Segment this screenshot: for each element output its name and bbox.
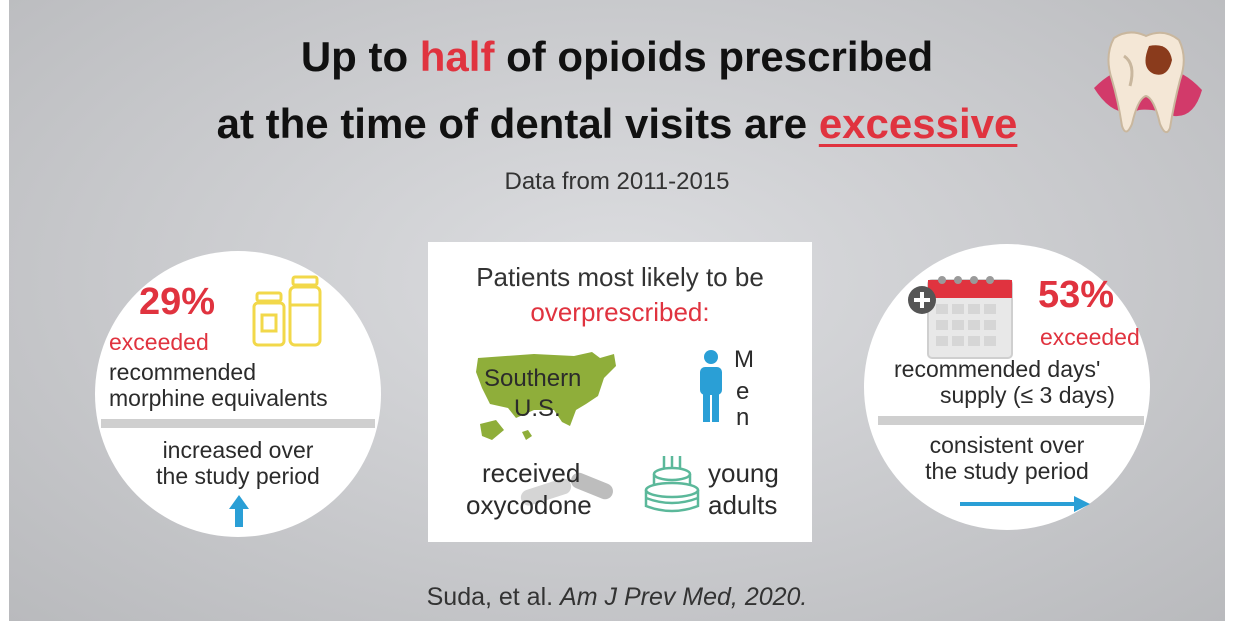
cake-icon — [644, 456, 700, 513]
right-stat-circle: 53% exceeded recommended days' supply (≤… — [864, 244, 1150, 530]
subtitle: Data from 2011-2015 — [504, 168, 730, 195]
title-line-1: Up to half of opioids prescribed — [300, 33, 934, 80]
left-stat-circle: 29% exceeded recommended morphine equiva… — [95, 251, 381, 537]
right-stat-percent: 53% — [1038, 274, 1115, 316]
title-line-2: at the time of dental visits are excessi… — [216, 100, 1018, 147]
right-trend-2: the study period — [925, 458, 1089, 484]
young-label-2: adults — [708, 490, 778, 520]
man-icon — [700, 350, 722, 422]
left-trend-2: the study period — [156, 463, 320, 489]
title-highlight-half: half — [419, 33, 495, 80]
oxy-label-1: received — [482, 458, 581, 488]
men-letter-2: e — [736, 378, 750, 405]
right-stat-desc-2: supply (≤ 3 days) — [940, 382, 1115, 408]
panel-heading: Patients most likely to be — [476, 262, 764, 292]
calendar-icon — [908, 276, 1013, 359]
left-stat-label: exceeded — [109, 329, 209, 355]
left-divider — [101, 419, 375, 428]
left-stat-desc-1: recommended — [109, 359, 257, 385]
tooth-icon — [1094, 31, 1202, 134]
citation: Suda, et al. Am J Prev Med, 2020. — [426, 583, 808, 611]
map-label-1: Southern — [484, 365, 582, 392]
men-letter-3: n — [736, 404, 750, 431]
up-arrow-icon — [229, 495, 249, 527]
right-divider — [878, 416, 1144, 425]
left-trend-1: increased over — [162, 437, 314, 463]
left-stat-desc-2: morphine equivalents — [109, 385, 328, 411]
panel-heading-red: overprescribed: — [530, 297, 710, 327]
pills-icon — [520, 472, 613, 506]
right-arrow-icon — [960, 496, 1090, 512]
men-letter-1: M — [734, 346, 754, 373]
map-label-2: U.S. — [514, 395, 561, 422]
pill-bottles-icon — [252, 275, 322, 347]
us-map-icon — [476, 352, 616, 440]
left-stat-percent: 29% — [139, 281, 216, 323]
right-stat-desc-1: recommended days' — [894, 356, 1101, 382]
title-highlight-excessive: excessive — [818, 100, 1018, 147]
infographic: Up to half of opioids prescribed at the … — [9, 0, 1225, 621]
citation-journal: Am J Prev Med, 2020. — [560, 583, 808, 611]
young-label-1: young — [708, 458, 779, 488]
right-trend-1: consistent over — [929, 432, 1085, 458]
right-stat-label: exceeded — [1040, 324, 1140, 350]
overprescribed-panel: Patients most likely to be overprescribe… — [428, 242, 812, 542]
oxy-label-2: oxycodone — [466, 490, 592, 520]
